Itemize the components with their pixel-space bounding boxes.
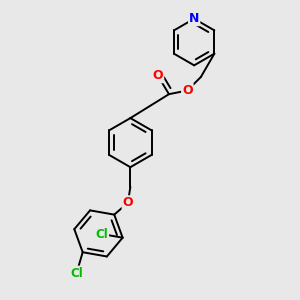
Text: O: O	[153, 69, 163, 82]
Text: O: O	[182, 84, 193, 97]
Text: O: O	[123, 196, 133, 209]
Text: Cl: Cl	[70, 267, 83, 280]
Text: Cl: Cl	[95, 227, 108, 241]
Text: N: N	[189, 12, 200, 25]
